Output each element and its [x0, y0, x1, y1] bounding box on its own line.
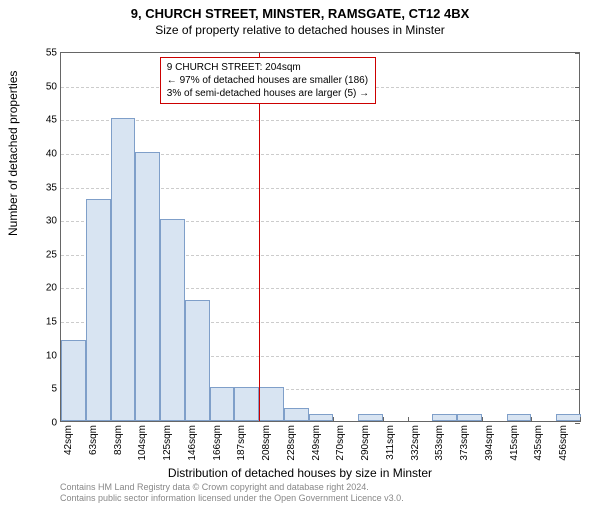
histogram-bar [556, 414, 581, 421]
chart-subtitle: Size of property relative to detached ho… [0, 23, 600, 37]
xtick-label: 373sqm [459, 425, 470, 461]
ytick-label: 25 [46, 249, 61, 260]
xtick-mark [333, 417, 334, 422]
footer-line: Contains HM Land Registry data © Crown c… [60, 482, 404, 493]
ytick-mark [575, 423, 580, 424]
ytick-mark [575, 389, 580, 390]
histogram-bar [61, 340, 86, 421]
histogram-bar [86, 199, 111, 421]
histogram-bar [457, 414, 482, 421]
xtick-mark [482, 417, 483, 422]
xtick-mark [383, 417, 384, 422]
histogram-bar [507, 414, 532, 421]
xtick-label: 353sqm [434, 425, 445, 461]
ytick-mark [575, 255, 580, 256]
ytick-mark [575, 120, 580, 121]
histogram-bar [358, 414, 383, 421]
ytick-label: 40 [46, 148, 61, 159]
xtick-label: 125sqm [162, 425, 173, 461]
xtick-label: 146sqm [187, 425, 198, 461]
ytick-label: 30 [46, 216, 61, 227]
xtick-label: 104sqm [137, 425, 148, 461]
xtick-label: 311sqm [385, 425, 396, 460]
xtick-label: 42sqm [63, 425, 74, 455]
plot-area: 051015202530354045505542sqm63sqm83sqm104… [60, 52, 580, 422]
ytick-mark [575, 154, 580, 155]
xtick-label: 166sqm [212, 425, 223, 461]
histogram-bar [259, 387, 284, 421]
histogram-bar [309, 414, 334, 421]
ytick-mark [575, 53, 580, 54]
histogram-bar [160, 219, 185, 421]
xtick-label: 394sqm [484, 425, 495, 461]
ytick-label: 50 [46, 81, 61, 92]
annotation-line: 9 CHURCH STREET: 204sqm [167, 61, 369, 74]
ytick-label: 35 [46, 182, 61, 193]
xtick-mark [580, 417, 581, 422]
histogram-bar [284, 408, 309, 421]
xtick-label: 228sqm [286, 425, 297, 461]
footer-attribution: Contains HM Land Registry data © Crown c… [60, 482, 404, 504]
xtick-label: 63sqm [88, 425, 99, 455]
ytick-mark [575, 356, 580, 357]
xtick-mark [531, 417, 532, 422]
ytick-label: 55 [46, 48, 61, 59]
xtick-label: 435sqm [533, 425, 544, 461]
marker-line [259, 53, 260, 421]
histogram-bar [234, 387, 259, 421]
histogram-bar [185, 300, 210, 421]
xtick-label: 290sqm [360, 425, 371, 461]
xtick-label: 332sqm [410, 425, 421, 461]
xtick-mark [408, 417, 409, 422]
histogram-bar [432, 414, 457, 421]
histogram-bar [135, 152, 160, 421]
annotation-line: ← 97% of detached houses are smaller (18… [167, 74, 369, 87]
ytick-label: 5 [51, 384, 61, 395]
histogram-bar [210, 387, 235, 421]
ytick-mark [575, 322, 580, 323]
ytick-mark [575, 188, 580, 189]
y-axis-label: Number of detached properties [6, 71, 20, 236]
xtick-label: 249sqm [311, 425, 322, 461]
x-axis-label: Distribution of detached houses by size … [0, 466, 600, 480]
ytick-label: 20 [46, 283, 61, 294]
xtick-label: 187sqm [236, 425, 247, 461]
ytick-label: 10 [46, 350, 61, 361]
gridline [61, 120, 579, 121]
annotation-box: 9 CHURCH STREET: 204sqm← 97% of detached… [160, 57, 376, 104]
histogram-bar [111, 118, 136, 421]
ytick-label: 15 [46, 317, 61, 328]
xtick-label: 415sqm [509, 425, 520, 461]
annotation-line: 3% of semi-detached houses are larger (5… [167, 87, 369, 100]
xtick-label: 83sqm [113, 425, 124, 455]
chart-title: 9, CHURCH STREET, MINSTER, RAMSGATE, CT1… [0, 6, 600, 21]
ytick-mark [575, 221, 580, 222]
ytick-label: 0 [51, 418, 61, 429]
xtick-label: 208sqm [261, 425, 272, 461]
ytick-mark [575, 87, 580, 88]
footer-line: Contains public sector information licen… [60, 493, 404, 504]
xtick-label: 456sqm [558, 425, 569, 461]
xtick-label: 270sqm [335, 425, 346, 461]
ytick-mark [575, 288, 580, 289]
ytick-label: 45 [46, 115, 61, 126]
